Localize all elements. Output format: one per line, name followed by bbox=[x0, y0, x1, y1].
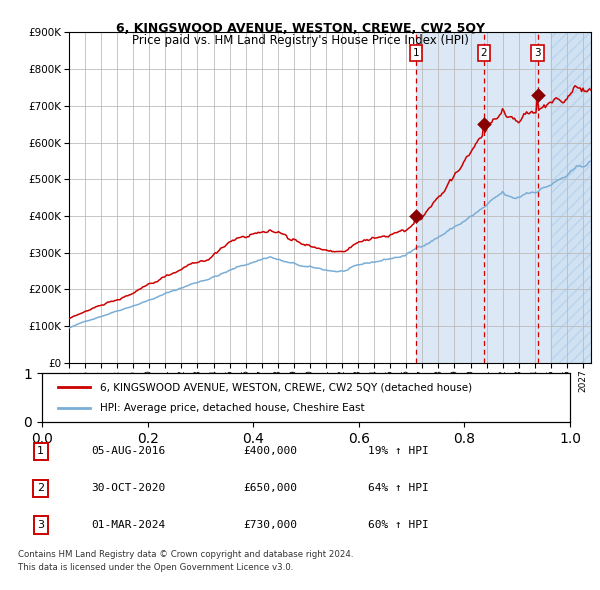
Text: 3: 3 bbox=[37, 520, 44, 530]
Text: 01-MAR-2024: 01-MAR-2024 bbox=[91, 520, 166, 530]
Point bbox=[533, 90, 542, 100]
Text: 3: 3 bbox=[534, 48, 541, 58]
Text: £730,000: £730,000 bbox=[244, 520, 298, 530]
Text: HPI: Average price, detached house, Cheshire East: HPI: Average price, detached house, Ches… bbox=[100, 404, 365, 414]
Text: 2: 2 bbox=[481, 48, 487, 58]
Text: 1: 1 bbox=[412, 48, 419, 58]
Text: 2: 2 bbox=[37, 483, 44, 493]
Text: 6, KINGSWOOD AVENUE, WESTON, CREWE, CW2 5QY (detached house): 6, KINGSWOOD AVENUE, WESTON, CREWE, CW2 … bbox=[100, 382, 472, 392]
Text: This data is licensed under the Open Government Licence v3.0.: This data is licensed under the Open Gov… bbox=[18, 563, 293, 572]
Text: Price paid vs. HM Land Registry's House Price Index (HPI): Price paid vs. HM Land Registry's House … bbox=[131, 34, 469, 47]
Text: 05-AUG-2016: 05-AUG-2016 bbox=[91, 447, 166, 457]
Text: Contains HM Land Registry data © Crown copyright and database right 2024.: Contains HM Land Registry data © Crown c… bbox=[18, 550, 353, 559]
Text: 64% ↑ HPI: 64% ↑ HPI bbox=[368, 483, 428, 493]
Text: 6, KINGSWOOD AVENUE, WESTON, CREWE, CW2 5QY: 6, KINGSWOOD AVENUE, WESTON, CREWE, CW2 … bbox=[115, 22, 485, 35]
Text: 30-OCT-2020: 30-OCT-2020 bbox=[91, 483, 166, 493]
Text: 19% ↑ HPI: 19% ↑ HPI bbox=[368, 447, 428, 457]
Text: £650,000: £650,000 bbox=[244, 483, 298, 493]
Text: £400,000: £400,000 bbox=[244, 447, 298, 457]
Bar bbox=[416, 32, 591, 363]
Point bbox=[411, 211, 421, 221]
Point bbox=[479, 120, 488, 129]
Bar bbox=[551, 32, 591, 363]
Text: 1: 1 bbox=[37, 447, 44, 457]
Text: 60% ↑ HPI: 60% ↑ HPI bbox=[368, 520, 428, 530]
